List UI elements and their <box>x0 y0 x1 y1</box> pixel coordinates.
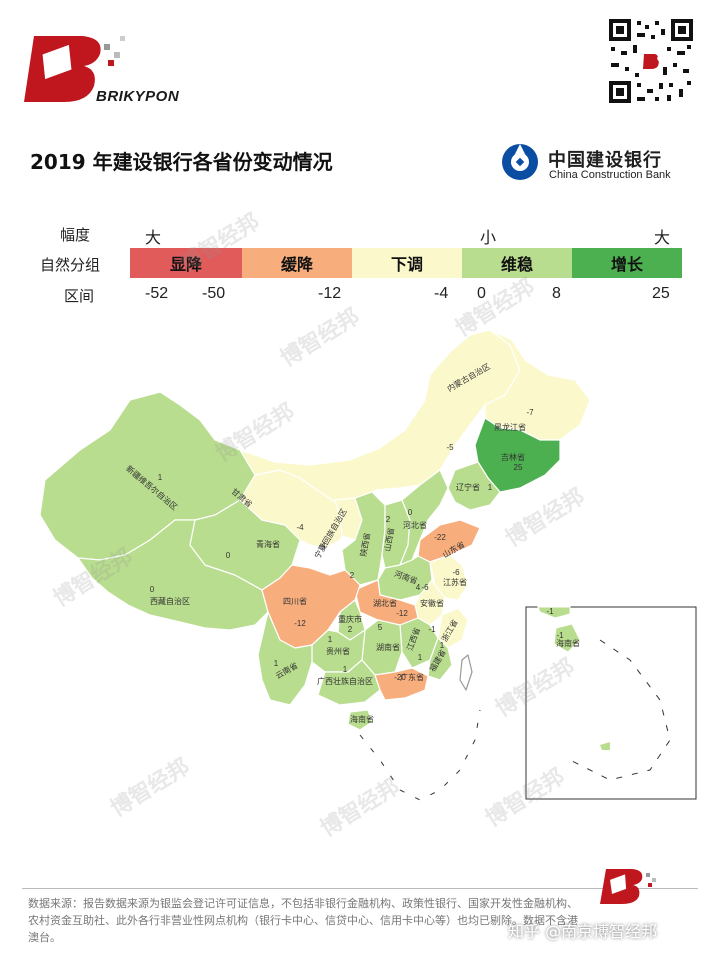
value-qinghai: 0 <box>226 551 231 560</box>
label-chongqing: 重庆市 <box>338 614 362 624</box>
legend-number: -4 <box>434 285 449 302</box>
label-tibet: 西藏自治区 <box>150 596 190 606</box>
province-guizhou <box>311 629 366 673</box>
bank-name-en: China Construction Bank <box>549 169 671 181</box>
legend-word-large-right: 大 <box>654 228 671 247</box>
value-ningxia: -4 <box>318 541 326 550</box>
legend-word-large-left: 大 <box>145 228 162 247</box>
legend-label-magnitude: 幅度 <box>60 226 91 244</box>
inset-hainan <box>553 623 581 653</box>
label-liaoning: 辽宁省 <box>456 482 480 492</box>
inset-islands <box>600 742 610 750</box>
legend-band-adjust-down: 下调 <box>352 248 462 278</box>
label-guangdong: 广东省 <box>400 672 424 682</box>
label-jiangsu: 江苏省 <box>443 577 467 587</box>
province-taiwan <box>459 654 473 691</box>
value-jiangxi: 1 <box>418 653 423 662</box>
label-jilin: 吉林省 <box>501 452 525 462</box>
value-henan: 4 <box>416 583 421 592</box>
inset-value-mainland: -1 <box>546 607 554 616</box>
inset-mainland-coast <box>537 606 571 619</box>
value-hubei: -12 <box>396 609 408 618</box>
brikypon-logo <box>24 36 125 102</box>
value-xinjiang: 1 <box>158 473 163 482</box>
bank-name-cn: 中国建设银行 <box>548 150 662 171</box>
value-chongqing: 2 <box>348 625 353 634</box>
value-guizhou: 1 <box>328 635 333 644</box>
label-hubei: 湖北省 <box>373 598 397 608</box>
value-hebei: 0 <box>408 508 413 517</box>
province-yunnan <box>257 611 313 706</box>
label-sichuan: 四川省 <box>283 596 307 606</box>
china-map: 黑龙江省 -7 吉林省 25 辽宁省 1 内蒙古自治区 -5 新疆维吾尔自治区 … <box>39 329 697 801</box>
label-guangxi: 广西壮族自治区 <box>317 676 373 686</box>
label-hunan: 湖南省 <box>376 642 400 652</box>
label-shaanxi: 陕西省 <box>358 532 372 557</box>
label-hebei: 河北省 <box>403 520 427 530</box>
legend-band-slow-decline: 缓降 <box>242 248 352 278</box>
value-yunnan: 1 <box>274 659 279 668</box>
value-inner-mongolia: -5 <box>446 443 454 452</box>
province-liaoning <box>447 461 501 511</box>
footer-divider <box>22 888 698 889</box>
legend-number: -50 <box>202 285 226 302</box>
brand-name: BRIKYPON <box>96 88 180 105</box>
legend-number: -12 <box>318 285 342 302</box>
ccb-logo <box>502 144 538 180</box>
value-tibet: 0 <box>150 585 155 594</box>
value-liaoning: 1 <box>488 483 493 492</box>
legend-number: 25 <box>652 285 670 302</box>
legend-label-grouping: 自然分组 <box>40 256 101 274</box>
value-jilin: 25 <box>514 463 523 472</box>
value-fujian: 1 <box>440 641 445 650</box>
legend-number: -52 <box>145 285 169 302</box>
brikypon-logo-small <box>600 869 656 904</box>
qr-code[interactable] <box>607 17 695 105</box>
province-shaanxi <box>341 491 386 586</box>
value-guangxi: 1 <box>343 665 348 674</box>
value-jiangsu: -6 <box>452 568 460 577</box>
page-title: 2019 年建设银行各省份变动情况 <box>30 150 333 174</box>
value-hunan: 5 <box>378 623 383 632</box>
value-zhejiang: -1 <box>428 625 436 634</box>
legend-word-small: 小 <box>480 228 497 247</box>
legend-band-stable: 维稳 <box>462 248 572 278</box>
value-gansu: -4 <box>296 523 304 532</box>
value-shaanxi: 2 <box>350 571 355 580</box>
value-sichuan: -12 <box>294 619 306 628</box>
value-shandong: -22 <box>434 533 446 542</box>
legend-number: 8 <box>552 285 561 302</box>
inset-value-hainan: -1 <box>556 631 564 640</box>
legend-number: 0 <box>477 285 486 302</box>
data-source-note: 数据来源：报告数据来源为银监会登记许可证信息，不包括非银行金融机构、政策性银行、… <box>28 897 578 944</box>
province-hubei <box>354 579 419 626</box>
label-heilongjiang: 黑龙江省 <box>494 422 526 432</box>
label-qinghai: 青海省 <box>256 539 280 549</box>
province-hebei <box>399 469 449 566</box>
label-guizhou: 贵州省 <box>326 646 350 656</box>
value-shanxi: 2 <box>386 515 391 524</box>
province-guangdong <box>374 667 429 701</box>
value-guangdong: -20 <box>394 673 406 682</box>
legend-band-sharp-decline: 显降 <box>130 248 242 278</box>
label-shanxi: 山西省 <box>382 527 396 552</box>
inset-label-hainan: 海南省 <box>556 638 580 648</box>
value-anhui: -6 <box>421 583 429 592</box>
value-heilongjiang: -7 <box>526 408 534 417</box>
legend-band-growth: 增长 <box>572 248 682 278</box>
label-anhui: 安徽省 <box>420 598 444 608</box>
province-hainan <box>347 709 373 731</box>
label-hainan: 海南省 <box>350 714 374 724</box>
zhihu-credit: 知乎 @南京博智经邦 <box>508 922 658 941</box>
legend-label-range: 区间 <box>64 287 95 305</box>
